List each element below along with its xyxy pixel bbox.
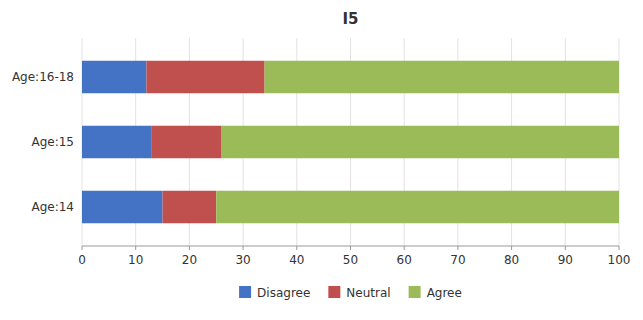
bar-segment [216, 191, 619, 224]
x-axis: 0 10 20 30 40 50 60 70 80 90 100 [78, 246, 630, 267]
x-tick-label: 60 [397, 253, 412, 267]
x-tick [82, 246, 83, 250]
bar-segment [163, 191, 217, 224]
bar-segment [222, 126, 619, 159]
x-tick-label: 70 [450, 253, 465, 267]
legend-swatch [328, 286, 340, 298]
legend-swatch [239, 286, 251, 298]
legend-label: Disagree [257, 286, 310, 300]
x-tick-label: 20 [182, 253, 197, 267]
legend-item: Disagree [239, 286, 310, 300]
legend-swatch [409, 286, 421, 298]
x-tick [135, 246, 136, 250]
legend: Disagree Neutral Agree [239, 286, 462, 300]
bar-segment [152, 126, 222, 159]
legend-item: Agree [409, 286, 462, 300]
x-tick [243, 246, 244, 250]
x-tick [404, 246, 405, 250]
bar-segment [265, 61, 619, 94]
x-tick [511, 246, 512, 250]
y-tick-label: Age:15 [31, 135, 74, 149]
x-tick-label: 40 [289, 253, 304, 267]
bar-segment [82, 126, 152, 159]
y-tick-label: Age:14 [31, 200, 74, 214]
bar-segment [82, 61, 146, 94]
x-tick [619, 246, 620, 250]
chart-title: I5 [342, 10, 358, 28]
grid [82, 38, 619, 246]
bar-segment [146, 61, 264, 94]
x-tick [189, 246, 190, 250]
x-tick-label: 100 [608, 253, 631, 267]
x-tick-label: 0 [78, 253, 86, 267]
bar-segment [82, 191, 163, 224]
chart-svg: I50102030405060708090100Age:14Age:15Age:… [0, 0, 643, 320]
legend-item: Neutral [328, 286, 390, 300]
y-axis: Age:14 Age:15 Age:16-18 [12, 70, 74, 214]
legend-label: Neutral [346, 286, 390, 300]
y-tick-label: Age:16-18 [12, 70, 74, 84]
x-tick-label: 30 [235, 253, 250, 267]
x-tick-label: 90 [558, 253, 573, 267]
x-tick [296, 246, 297, 250]
x-tick [457, 246, 458, 250]
legend-label: Agree [427, 286, 462, 300]
chart-container: I50102030405060708090100Age:14Age:15Age:… [0, 0, 643, 320]
bars [82, 61, 619, 224]
x-tick [565, 246, 566, 250]
x-tick-label: 50 [343, 253, 358, 267]
x-tick-label: 80 [504, 253, 519, 267]
x-tick [350, 246, 351, 250]
x-tick-label: 10 [128, 253, 143, 267]
